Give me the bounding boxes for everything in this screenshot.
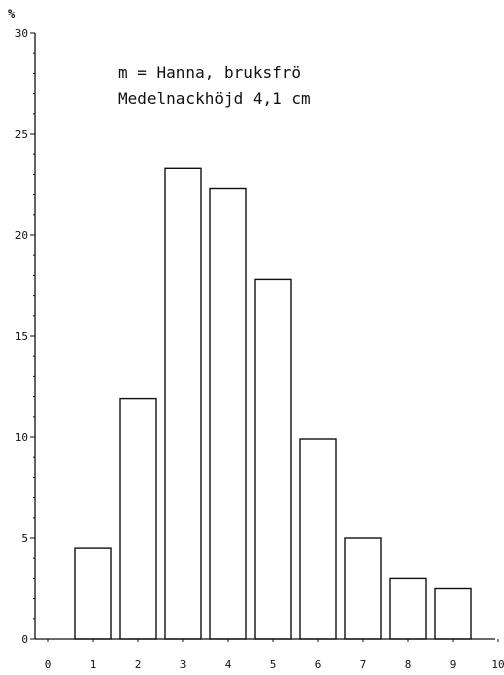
x-tick-label: 1: [90, 658, 97, 671]
bar-6: [299, 438, 337, 640]
y-tick-label: 20: [15, 229, 28, 242]
bar-2: [119, 397, 157, 640]
x-tick-label: 7: [360, 658, 367, 671]
bar-7: [344, 537, 382, 640]
y-tick-label: 30: [15, 27, 28, 40]
x-tick-label: 5: [270, 658, 277, 671]
y-tick-label: 25: [15, 128, 28, 141]
bar-4: [209, 187, 247, 640]
chart-title: m = Hanna, bruksfrö Medelnackhöjd 4,1 cm: [118, 63, 311, 108]
bar-8: [389, 577, 427, 640]
y-ticks-group: 0 5 10 15 20 25 30: [15, 27, 35, 646]
x-ticks-group: 0 1 2 3 4 5 6 7 8 9 10: [45, 639, 504, 671]
x-tick-label: 0: [45, 658, 52, 671]
bar-9: [434, 587, 472, 640]
y-tick-label: 15: [15, 330, 28, 343]
title-line-2: Medelnackhöjd 4,1 cm: [118, 89, 311, 108]
bars-group: [74, 167, 472, 640]
bar-1: [74, 547, 112, 640]
x-tick-label: 10: [491, 658, 504, 671]
y-tick-label: 5: [21, 532, 28, 545]
bar-5: [254, 278, 292, 640]
y-tick-label: 10: [15, 431, 28, 444]
y-tick-label: 0: [21, 633, 28, 646]
x-tick-label: 9: [450, 658, 457, 671]
x-tick-label: 8: [405, 658, 412, 671]
x-tick-label: 2: [135, 658, 142, 671]
x-tick-label: 3: [180, 658, 187, 671]
x-tick-label: 6: [315, 658, 322, 671]
title-line-1: m = Hanna, bruksfrö: [118, 63, 301, 82]
x-tick-label: 4: [225, 658, 232, 671]
bar-3: [164, 167, 202, 640]
y-unit-label: %: [8, 7, 16, 21]
